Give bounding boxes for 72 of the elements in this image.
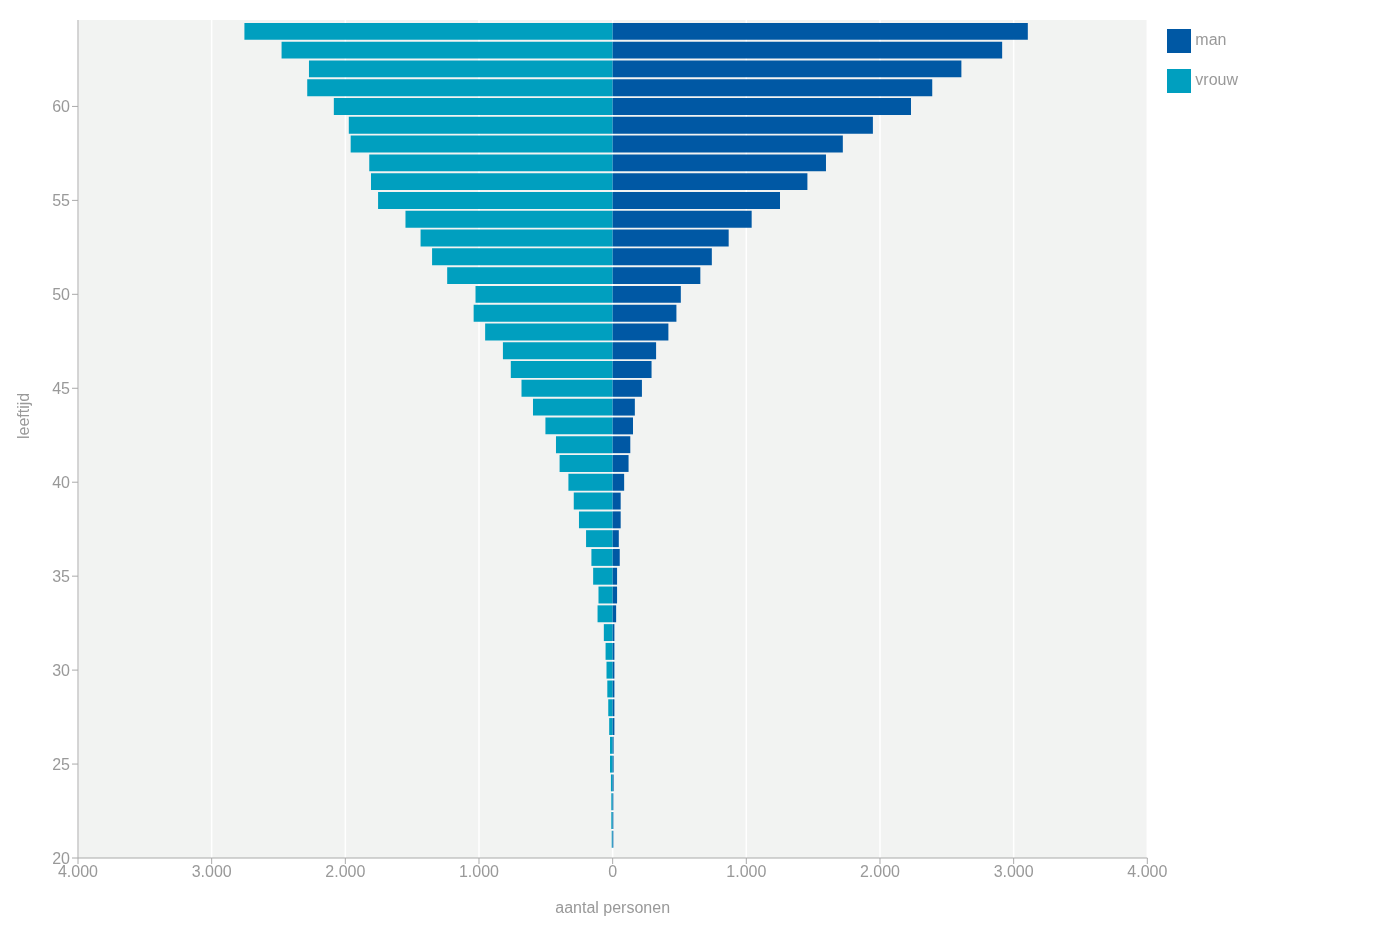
bar [612, 548, 620, 566]
bar [612, 173, 808, 191]
bar [432, 248, 613, 266]
bar [370, 173, 613, 191]
y-tick-label: 45 [52, 379, 71, 397]
bar [591, 548, 613, 566]
bar [612, 229, 729, 247]
bar [612, 79, 933, 97]
bar [586, 530, 613, 548]
bar [555, 436, 613, 454]
bar [244, 22, 613, 40]
bar [612, 267, 701, 285]
bar [597, 605, 613, 623]
y-tick-label: 25 [52, 755, 71, 773]
bar [307, 79, 613, 97]
x-tick-label: 0 [608, 863, 618, 881]
bar [568, 473, 613, 491]
y-tick-label: 30 [52, 661, 71, 679]
bar [348, 116, 613, 134]
bar [603, 624, 613, 642]
bar [559, 455, 613, 472]
y-tick-label: 50 [52, 286, 71, 303]
bar [378, 191, 613, 209]
y-axis-title: leeftijd [14, 392, 32, 439]
bar [612, 567, 618, 585]
bar [612, 22, 1028, 40]
x-tick-label: 1.000 [458, 863, 500, 881]
legend-label: vrouw [1195, 71, 1238, 88]
y-tick-label: 40 [52, 473, 71, 491]
bar [502, 342, 613, 360]
x-tick-label: 4.000 [1127, 863, 1168, 881]
x-tick-label: 3.000 [191, 863, 232, 881]
x-tick-label: 2.000 [859, 863, 901, 881]
bar [612, 379, 642, 397]
bar [612, 473, 625, 491]
bar [612, 455, 629, 472]
bar [612, 323, 669, 341]
bar [612, 530, 619, 548]
x-tick-label: 1.000 [726, 863, 767, 881]
y-tick-label: 60 [52, 98, 71, 116]
bar [612, 436, 631, 454]
bar [605, 642, 613, 660]
bar [612, 285, 681, 303]
y-tick-label: 55 [52, 192, 71, 210]
bar [612, 116, 873, 134]
bar [612, 210, 752, 228]
bar [593, 567, 613, 585]
bar [475, 285, 613, 303]
bar [521, 379, 613, 397]
bar [420, 229, 613, 247]
bar [612, 342, 657, 360]
x-tick-label: 4.000 [57, 863, 99, 881]
legend-label: man [1195, 31, 1227, 48]
bar [612, 304, 677, 322]
bar [612, 361, 652, 378]
x-axis-title: aantal personen [555, 899, 671, 916]
bar [333, 98, 613, 115]
bar [612, 98, 911, 115]
bar [510, 361, 613, 378]
bar [608, 699, 613, 717]
bar [485, 323, 613, 341]
x-tick-label: 2.000 [325, 863, 366, 881]
bar [612, 191, 780, 209]
y-tick-label: 35 [52, 567, 71, 585]
x-tick-label: 3.000 [993, 863, 1034, 881]
bar [447, 267, 613, 285]
bar [473, 304, 613, 322]
bar [606, 661, 613, 679]
bar [612, 248, 712, 266]
bar [607, 680, 613, 698]
bar [598, 586, 613, 604]
bar [405, 210, 613, 228]
